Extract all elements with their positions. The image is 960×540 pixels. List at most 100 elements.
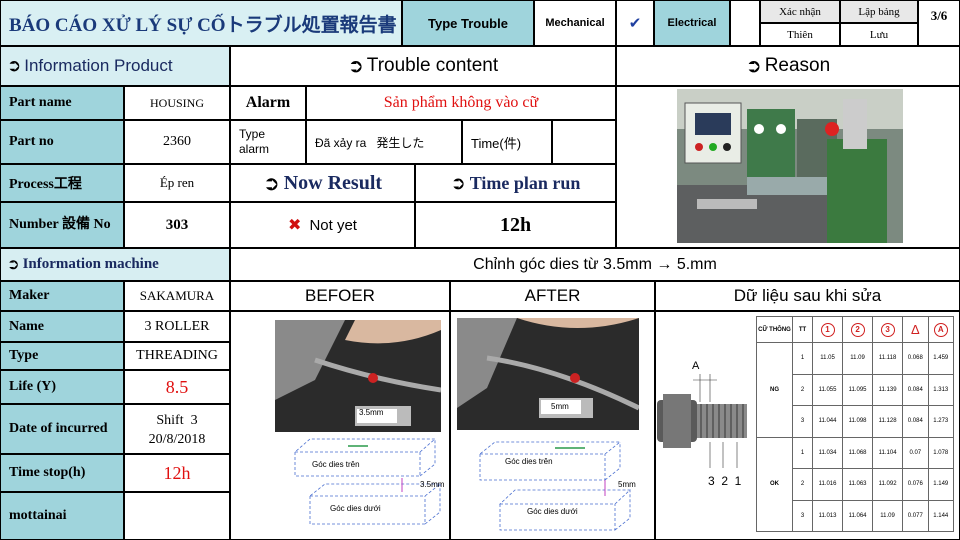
data-header: Dữ liệu sau khi sửa <box>655 281 960 311</box>
measurement-group-label: NG <box>756 342 793 438</box>
info-product-title: Information Product <box>24 56 173 75</box>
measurement-cell: 2 <box>792 373 813 406</box>
electrical-checkbox[interactable] <box>730 0 760 46</box>
life-label: Life (Y) <box>9 379 57 394</box>
process-label: Process工程 <box>9 177 82 192</box>
measurement-table: CỮ THÔNG TT 1 2 3 Δ A NG 1 11.05 11.09 11.11… <box>756 316 955 532</box>
confirm-label: Xác nhận <box>779 5 821 18</box>
measurement-row: 2 11.055 11.095 11.139 0.084 1.313 <box>757 373 955 406</box>
after-label: AFTER <box>524 286 581 305</box>
measurement-header-cell: 1 <box>811 316 844 343</box>
time-plan-title: Time plan run <box>469 172 581 193</box>
now-result-title: Now Result <box>283 171 383 194</box>
measurement-cell: 11.118 <box>872 342 904 375</box>
measurement-cell: 11.016 <box>811 468 844 501</box>
result-value-cell: ✖ Not yet <box>230 202 415 248</box>
after-photo: 5mm <box>457 318 639 430</box>
part-no-value-cell: 2360 <box>124 120 230 164</box>
measurement-group-label: OK <box>756 436 793 532</box>
reason-header: ➲ Reason <box>616 46 960 86</box>
creator-name: Lưu <box>869 28 889 41</box>
measurement-row: NG 1 11.05 11.09 11.118 0.068 1.459 <box>756 342 955 438</box>
type-trouble-cell: Type Trouble <box>402 0 534 46</box>
electrical-label: Electrical <box>667 17 717 29</box>
alarm-label-cell: Alarm <box>230 86 306 120</box>
number-value-cell: 303 <box>124 202 230 248</box>
mechanical-checkbox[interactable]: ✔ <box>616 0 654 46</box>
measurement-header-row: CỮ THÔNG TT 1 2 3 Δ A <box>756 316 955 343</box>
reason-title: Reason <box>764 55 831 76</box>
page-number-cell: 3/6 <box>918 0 960 46</box>
measurement-cell: 11.05 <box>811 342 844 375</box>
number-label: Number 設備 No <box>9 217 111 232</box>
time-label: Time(件) <box>471 135 522 151</box>
change-description: Chỉnh góc dies từ 3.5mm → 5.mm <box>473 255 717 273</box>
name-value: 3 ROLLER <box>144 318 210 334</box>
stop-value-cell: 12h <box>124 454 230 492</box>
after-lower-die-label: Góc dies dưới <box>527 507 578 516</box>
arrow-right-icon: ➲ <box>450 172 466 193</box>
trouble-content-title: Trouble content <box>366 55 499 76</box>
measurement-cell: 11.104 <box>872 436 904 469</box>
type-alarm-label: Type alarm <box>239 127 270 156</box>
process-value: Ép ren <box>159 175 195 190</box>
part-name-value: HOUSING <box>150 95 204 110</box>
before-photo: 3.5mm <box>275 320 441 432</box>
measurement-cell: 0.068 <box>902 342 929 375</box>
measurement-cell: 1 <box>792 342 813 375</box>
life-value-cell: 8.5 <box>124 370 230 404</box>
measurement-cell: 0.077 <box>902 499 929 532</box>
arrow-right-icon: ➲ <box>262 172 280 195</box>
trouble-content-header: ➲ Trouble content <box>230 46 616 86</box>
confirm-name-cell: Thiên <box>760 23 840 46</box>
stop-label-cell: Time stop(h) <box>0 454 124 492</box>
maker-value-cell: SAKAMURA <box>124 281 230 311</box>
occurred-cell: Đã xảy ra 発生した <box>306 120 462 164</box>
measurement-cell: 11.063 <box>842 468 874 501</box>
name-label: Name <box>9 318 44 334</box>
measurement-cell: 2 <box>792 468 813 501</box>
measurement-header-cell: Δ <box>902 316 929 343</box>
maker-value: SAKAMURA <box>139 288 215 303</box>
mottainai-label-cell: mottainai <box>0 492 124 540</box>
measurement-cell: 11.044 <box>811 405 844 438</box>
type-alarm-label-cell: Type alarm <box>230 120 306 164</box>
measurement-cell: 11.068 <box>842 436 874 469</box>
data-label: Dữ liệu sau khi sửa <box>733 286 882 305</box>
before-header: BEFOER <box>230 281 450 311</box>
mechanical-cell: Mechanical <box>534 0 616 46</box>
mottainai-label: mottainai <box>9 508 67 523</box>
time-plan-header: ➲ Time plan run <box>415 164 616 202</box>
before-upper-die-label: Góc dies trên <box>312 460 360 469</box>
measurement-cell: 11.09 <box>872 499 904 532</box>
stop-label: Time stop(h) <box>9 465 86 480</box>
measurement-header-cell: TT <box>792 316 813 343</box>
after-upper-die-label: Góc dies trên <box>505 457 553 466</box>
part-no-label-cell: Part no <box>0 120 124 164</box>
process-label-cell: Process工程 <box>0 164 124 202</box>
type-trouble-label: Type Trouble <box>428 15 508 31</box>
mechanical-label: Mechanical <box>545 17 605 29</box>
measurement-cell: 11.139 <box>872 373 904 406</box>
measurement-cell: 11.034 <box>811 436 844 469</box>
part-no-value: 2360 <box>163 134 191 149</box>
life-label-cell: Life (Y) <box>0 370 124 404</box>
measurement-header-cell: A <box>927 316 955 343</box>
measurement-cell: 3 <box>792 499 813 532</box>
measurement-cell: 1.144 <box>927 499 955 532</box>
mottainai-value-cell[interactable] <box>124 492 230 540</box>
measurement-cell: 11.013 <box>811 499 844 532</box>
date-shift: Shift 3 <box>156 413 198 428</box>
confirm-name: Thiên <box>787 28 813 41</box>
after-measure: 5mm <box>551 402 569 411</box>
part-position-numbers: 3 2 1 <box>708 474 742 488</box>
part-marker-a: A <box>692 360 700 372</box>
result-value: Not yet <box>309 216 357 234</box>
alarm-label: Alarm <box>245 94 291 111</box>
time-value-cell[interactable] <box>552 120 616 164</box>
after-die-sketch <box>478 441 632 531</box>
type-value-cell: THREADING <box>124 342 230 370</box>
measurement-cell: 0.084 <box>902 373 929 406</box>
measurement-cell: 11.09 <box>842 342 874 375</box>
before-label: BEFOER <box>305 286 375 305</box>
